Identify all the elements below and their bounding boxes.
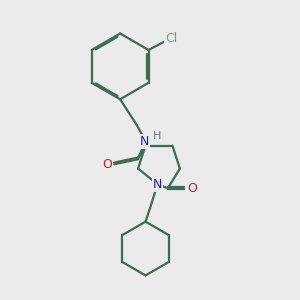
Text: N: N xyxy=(139,134,149,148)
Text: O: O xyxy=(188,182,197,195)
Text: N: N xyxy=(153,178,162,191)
Text: H: H xyxy=(153,131,161,141)
Text: Cl: Cl xyxy=(166,32,178,44)
Text: O: O xyxy=(102,158,112,170)
